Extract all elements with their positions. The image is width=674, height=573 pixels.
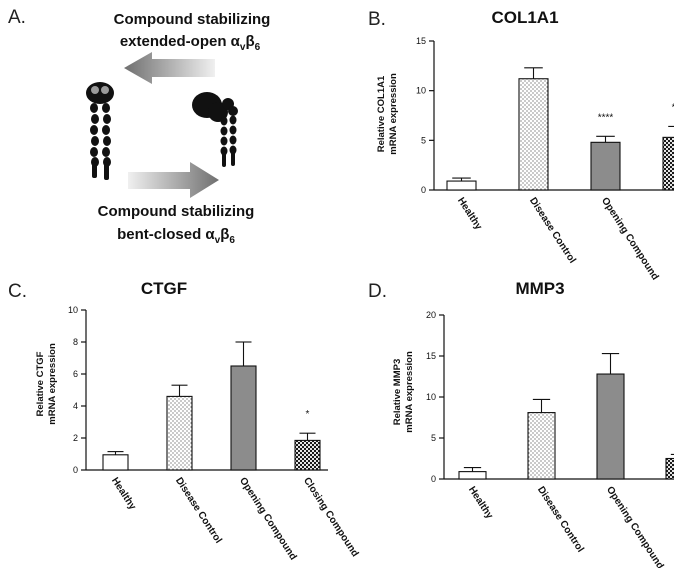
chart-d-letter: D.: [368, 281, 387, 302]
chart-d-ytick-label: 0: [431, 474, 436, 484]
chart-c-ytick-label: 6: [73, 369, 78, 379]
chart-c-ylabel: Relative CTGFmRNA expression: [35, 343, 58, 425]
chart-c-ylabel-line2: mRNA expression: [47, 343, 58, 425]
chart-d-bar-closing-compound: [665, 457, 674, 480]
chart-c-ylabel-line1: Relative CTGF: [35, 351, 46, 416]
chart-d-ylabel: Relative MMP3mRNA expression: [392, 351, 415, 433]
chart-c-ytick-label: 2: [73, 433, 78, 443]
chart-c-xtick-label-opening-compound: Opening Compound: [237, 476, 299, 563]
chart-b-ytick-label: 5: [421, 135, 426, 145]
chart-d-title: MMP3: [515, 279, 564, 298]
panel-a-letter: A.: [8, 7, 26, 28]
chart-d-ytick-label: 15: [426, 351, 436, 361]
chart-b-significance-closing-compound: ***: [672, 102, 674, 113]
chart-c-xtick-label-healthy: Healthy: [109, 476, 138, 513]
chart-d-bar-disease-control: [527, 412, 556, 480]
chart-d-ylabel-line2: mRNA expression: [404, 351, 415, 433]
chart-b-bar-healthy: [446, 180, 477, 191]
top-caption-line1: Compound stabilizing: [114, 11, 271, 28]
chart-d-xtick-label-healthy: Healthy: [466, 485, 495, 522]
chart-c-xtick-label-closing-compound: Closing Compound: [301, 476, 360, 559]
chart-c-ytick-label: 8: [73, 337, 78, 347]
chart-d-bar-healthy: [458, 471, 487, 480]
chart-c-title: CTGF: [141, 279, 187, 298]
bent-closed-integrin-icon: [192, 92, 238, 167]
chart-d-xtick-label-disease-control: Disease Control: [535, 485, 586, 555]
arrow-right-icon: [128, 162, 219, 198]
top-caption-line2: extended-open αvβ6: [120, 33, 261, 53]
chart-b-significance-opening-compound: ****: [598, 112, 614, 123]
chart-c-ytick-label: 0: [73, 465, 78, 475]
chart-d-ytick-label: 5: [431, 433, 436, 443]
chart-b-ylabel: Relative COL1A1mRNA expression: [376, 73, 399, 155]
chart-c-ytick-label: 10: [68, 305, 78, 315]
chart-b-bar-opening-compound: [590, 141, 621, 191]
chart-c-bar-opening-compound: [230, 365, 257, 471]
arrow-left-icon: [124, 52, 215, 84]
extended-open-integrin-icon: [86, 82, 114, 180]
chart-c-bar-healthy: [102, 454, 129, 471]
chart-panel-d: D. MMP3 Relative MMP3mRNA expression 0 5 10 15…: [368, 279, 674, 571]
chart-b-ylabel-line1: Relative COL1A1: [376, 75, 387, 152]
chart-b-xtick-label-healthy: Healthy: [455, 196, 484, 233]
chart-d-ytick-label: 20: [426, 310, 436, 320]
chart-d-ylabel-line1: Relative MMP3: [392, 359, 403, 426]
chart-c-bar-disease-control: [166, 395, 193, 471]
chart-b-title: COL1A1: [491, 8, 558, 27]
chart-c-xtick-label-disease-control: Disease Control: [173, 476, 224, 546]
chart-c-letter: C.: [8, 281, 27, 302]
chart-panel-c: C. CTGF Relative CTGFmRNA expression 0 2 4 6 8 1…: [8, 279, 360, 562]
chart-b-bar-closing-compound: [662, 136, 674, 191]
chart-b-letter: B.: [368, 9, 386, 30]
chart-d-ytick-label: 10: [426, 392, 436, 402]
chart-c-significance-closing-compound: *: [306, 409, 310, 420]
chart-b-xtick-label-disease-control: Disease Control: [527, 196, 578, 266]
chart-b-ytick-label: 15: [416, 36, 426, 46]
chart-c-bar-closing-compound: [294, 439, 321, 471]
chart-b-xtick-label-opening-compound: Opening Compound: [599, 196, 661, 283]
chart-c-ytick-label: 4: [73, 401, 78, 411]
chart-b-ytick-label: 10: [416, 86, 426, 96]
panel-a: A. Compound stabilizing extended-open αv…: [8, 7, 270, 246]
chart-panel-b: B. COL1A1 Relative COL1A1mRNA expression 0 5…: [368, 8, 674, 282]
chart-b-ylabel-line2: mRNA expression: [388, 73, 399, 155]
bottom-caption-line2: bent-closed αvβ6: [117, 226, 235, 246]
bottom-caption-line1: Compound stabilizing: [98, 203, 255, 220]
chart-b-bar-disease-control: [518, 78, 549, 191]
chart-b-ytick-label: 0: [421, 185, 426, 195]
chart-d-bar-opening-compound: [596, 373, 625, 480]
chart-d-xtick-label-opening-compound: Opening Compound: [604, 485, 666, 568]
